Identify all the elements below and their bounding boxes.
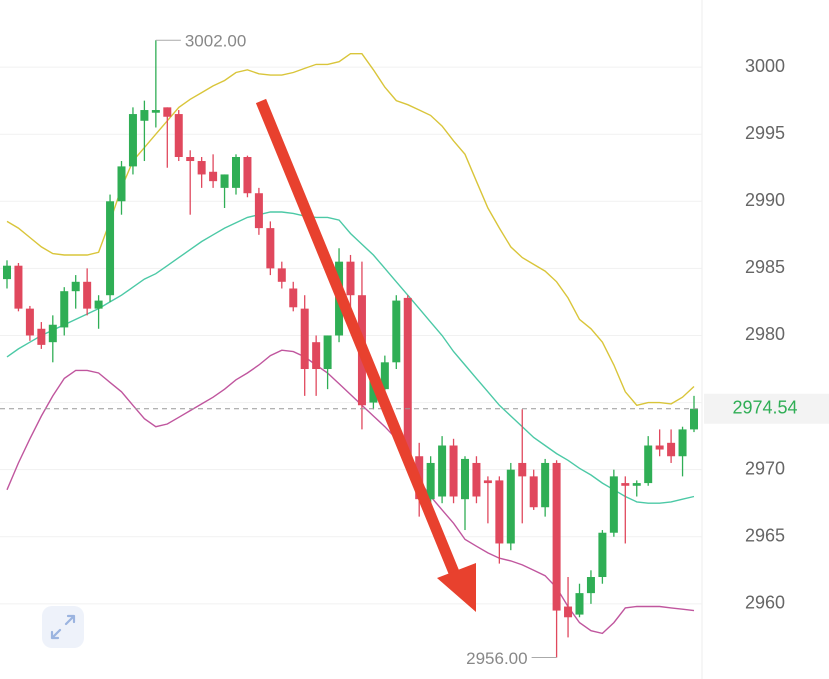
candle-body <box>60 291 69 328</box>
y-tick-label: 2965 <box>745 526 785 546</box>
candle-body <box>472 462 481 497</box>
candle-body <box>37 328 46 345</box>
y-tick-label: 3000 <box>745 56 785 76</box>
candle-body <box>690 408 698 430</box>
candle-body <box>380 362 389 390</box>
candle-body <box>346 261 355 296</box>
y-tick-label: 2980 <box>745 324 785 344</box>
candle-body <box>323 335 332 370</box>
candle-body <box>117 166 126 202</box>
candle-body <box>312 342 321 370</box>
expand-button[interactable] <box>42 606 84 648</box>
candle-body <box>586 577 595 594</box>
candle-body <box>128 114 137 167</box>
candle-body <box>289 288 298 308</box>
candle-body <box>609 476 618 533</box>
candle-body <box>392 300 401 363</box>
candle-body <box>254 193 263 229</box>
current-price-label: 2974.54 <box>732 397 797 417</box>
candle-body <box>140 110 149 121</box>
y-tick-label: 2990 <box>745 190 785 210</box>
y-tick-label: 2985 <box>745 257 785 277</box>
candle-body <box>174 114 183 158</box>
candle-body <box>220 174 229 188</box>
candle-body <box>277 268 286 282</box>
candle-body <box>518 462 527 477</box>
current-price-box <box>704 393 829 424</box>
candle-body <box>529 476 538 508</box>
candle-layer <box>3 40 698 658</box>
y-tick-label: 2960 <box>745 593 785 613</box>
candle-body <box>71 281 80 292</box>
candle-body <box>678 429 687 457</box>
low-label: 2956.00 <box>466 649 527 668</box>
candle-body <box>48 324 57 343</box>
arrow-head <box>437 563 476 612</box>
candle-body <box>621 483 630 486</box>
candle-body <box>266 228 275 269</box>
annotation-layer: 2974.54 3002.00 2956.00 <box>0 32 829 668</box>
candle-body <box>655 445 664 450</box>
high-label: 3002.00 <box>185 32 246 51</box>
y-tick-label: 2970 <box>745 458 785 478</box>
candle-body <box>232 157 240 188</box>
expand-bg[interactable] <box>42 606 84 648</box>
candle-body <box>438 445 447 497</box>
candle-body <box>564 606 573 618</box>
candle-body <box>403 297 412 463</box>
candle-body <box>106 201 115 296</box>
candle-body <box>209 171 218 182</box>
candle-body <box>461 458 469 500</box>
candle-body <box>598 532 607 578</box>
candle-body <box>197 161 206 175</box>
candle-body <box>163 107 172 117</box>
candle-body <box>449 445 458 497</box>
band-line <box>6 211 695 504</box>
candle-body <box>506 469 515 544</box>
candle-body <box>495 480 504 544</box>
candle-body <box>243 157 252 194</box>
candle-body <box>25 308 34 336</box>
candle-body <box>186 157 195 162</box>
candle-body <box>552 462 561 611</box>
band-line <box>6 349 695 635</box>
expand-icon[interactable] <box>50 614 76 640</box>
candle-body <box>541 462 550 508</box>
candle-body <box>300 308 309 370</box>
candle-body <box>426 462 435 500</box>
candle-body <box>83 281 92 309</box>
candle-body <box>575 593 584 615</box>
arrow-shaft <box>255 98 461 578</box>
candle-body <box>644 445 653 484</box>
candle-body <box>151 110 160 113</box>
candle-body <box>483 480 492 484</box>
candle-body <box>14 265 23 309</box>
candle-body <box>667 442 676 457</box>
trend-arrow <box>255 98 476 612</box>
y-tick-label: 2995 <box>745 123 785 143</box>
candle-body <box>94 300 103 309</box>
candle-body <box>3 265 11 280</box>
candle-body <box>632 483 641 486</box>
